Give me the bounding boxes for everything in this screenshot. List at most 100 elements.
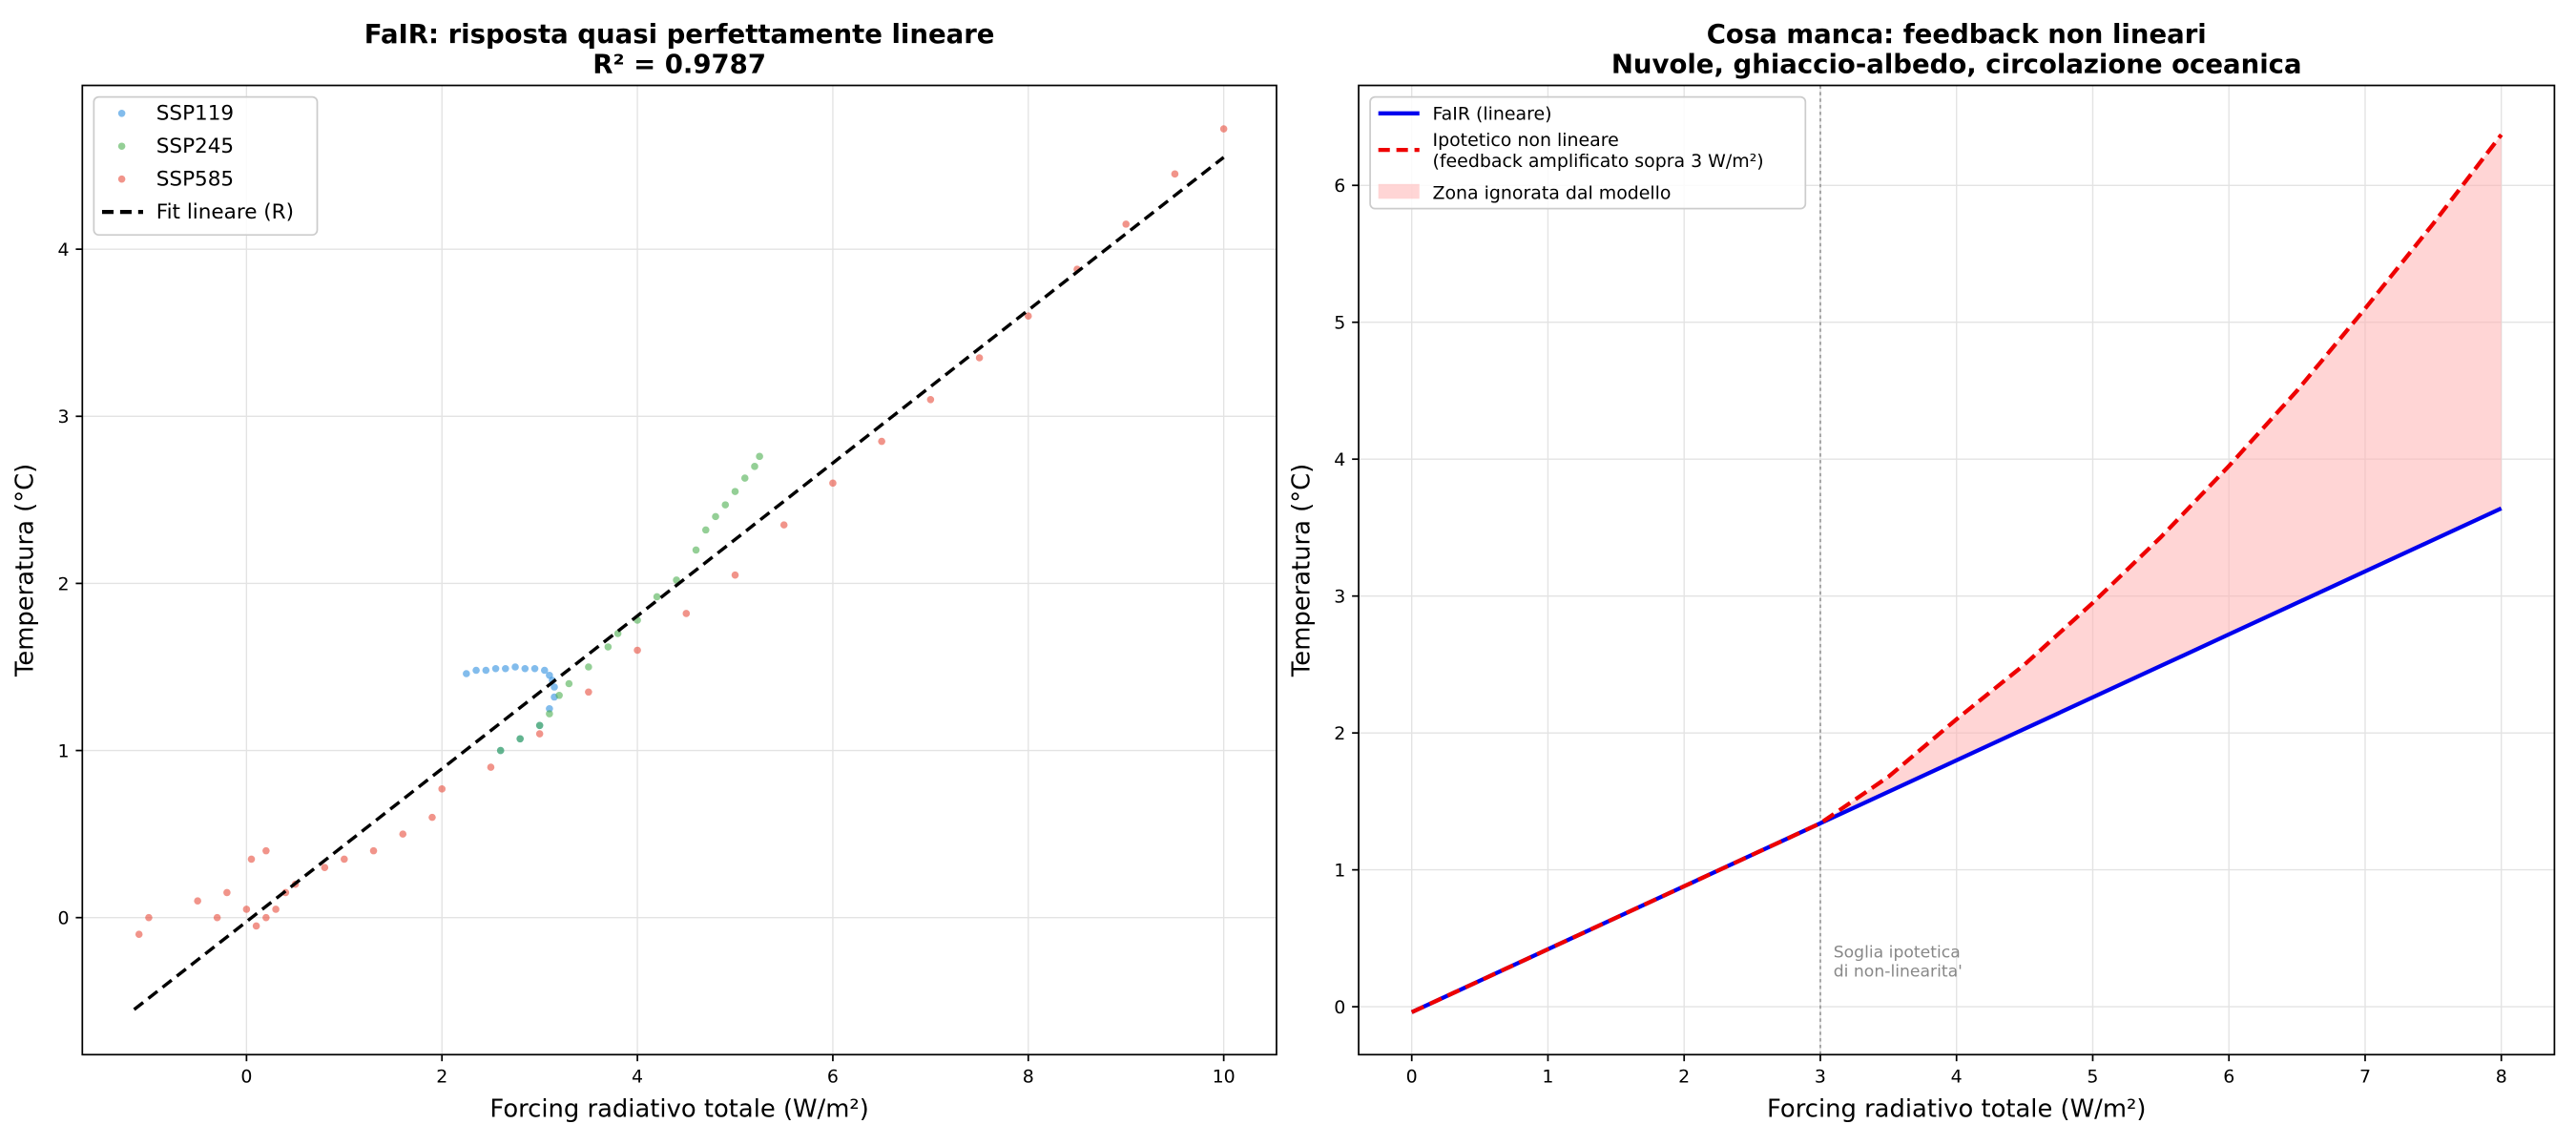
point [712, 512, 719, 521]
point [463, 670, 470, 677]
point [779, 521, 788, 529]
point [530, 664, 539, 673]
x-tick-label: 8 [2496, 1067, 2507, 1088]
point [321, 864, 329, 871]
line [1410, 133, 2503, 1014]
point [194, 897, 201, 905]
x-tick-label: 5 [2087, 1067, 2098, 1088]
point [878, 437, 885, 446]
chart-title: FaIR: risposta quasi perfettamente linea… [364, 19, 995, 80]
x-tick-label: 7 [2359, 1067, 2371, 1088]
y-tick-label: 3 [57, 406, 69, 427]
point [546, 710, 553, 718]
y-tick-label: 5 [1334, 313, 1345, 334]
x-tick-label: 0 [240, 1067, 252, 1088]
legend-marker [117, 175, 126, 183]
point [223, 888, 231, 897]
y-tick-label: 4 [57, 239, 69, 260]
y-tick-label: 0 [57, 908, 69, 929]
annotation: Soglia ipotetica di non-linearita' [1834, 944, 1963, 982]
point [546, 704, 553, 713]
point [731, 488, 739, 495]
point [213, 913, 221, 922]
legend-label: SSP585 [156, 168, 234, 192]
point [721, 501, 730, 509]
point [634, 646, 641, 655]
point [369, 846, 378, 855]
point [242, 906, 251, 913]
legend-marker [1378, 183, 1420, 199]
point [1219, 125, 1228, 133]
x-axis-label: Forcing radiativo totale (W/m²) [1767, 1095, 2146, 1124]
x-tick-label: 3 [1815, 1067, 1826, 1088]
point [535, 721, 544, 730]
legend-marker [117, 142, 126, 151]
legend-marker [117, 110, 126, 117]
x-tick-label: 4 [632, 1067, 643, 1088]
point [272, 906, 280, 913]
point [751, 463, 758, 470]
y-axis-label: Temperatura (°C) [1287, 464, 1316, 677]
point [975, 354, 984, 362]
legend-label: SSP119 [156, 102, 234, 126]
legend-box [1369, 95, 1807, 210]
point [701, 526, 710, 534]
point [555, 691, 563, 699]
y-tick-label: 0 [1334, 997, 1345, 1018]
gap-area [1411, 135, 2502, 1012]
point [692, 546, 700, 554]
point [926, 395, 935, 404]
legend: FaIR (lineare) Ipotetico non lineare (feed… [1369, 95, 1807, 210]
point [516, 735, 524, 743]
legend-label: Zona ignorata dal modello [1433, 182, 1672, 203]
x-tick-label: 4 [1951, 1067, 1963, 1088]
point [262, 846, 270, 855]
point [565, 679, 573, 688]
point [341, 855, 348, 864]
point [511, 663, 519, 671]
x-tick-label: 2 [1678, 1067, 1690, 1088]
point [472, 666, 480, 675]
legend-label: Fit lineare (R) [156, 200, 294, 224]
point [491, 664, 500, 673]
point [585, 663, 592, 671]
point [521, 664, 530, 673]
x-tick-label: 0 [1406, 1067, 1418, 1088]
point [482, 666, 490, 675]
legend-label: FaIR (lineare) [1433, 104, 1552, 125]
legend-label: Ipotetico non lineare (feedback amplifica… [1433, 130, 1764, 172]
point [1024, 312, 1032, 321]
point [731, 571, 739, 579]
y-tick-label: 2 [57, 573, 69, 594]
plot-frame [81, 84, 1278, 1056]
point [496, 746, 505, 755]
x-tick-label: 10 [1213, 1067, 1236, 1088]
x-tick-label: 8 [1023, 1067, 1034, 1088]
point [585, 688, 592, 697]
point [1171, 170, 1179, 178]
point [487, 763, 495, 771]
point [502, 664, 509, 673]
point [540, 666, 549, 675]
x-tick-label: 6 [2223, 1067, 2234, 1088]
y-tick-label: 1 [1334, 861, 1345, 882]
point [551, 683, 558, 691]
y-tick-label: 3 [1334, 587, 1345, 608]
point [740, 474, 749, 482]
point [135, 930, 143, 938]
point [1122, 220, 1130, 228]
point [438, 785, 447, 793]
point [247, 855, 256, 864]
point [262, 913, 270, 922]
fit-line [133, 156, 1225, 1011]
point [604, 643, 613, 651]
legend-box [93, 95, 319, 237]
point [428, 813, 436, 822]
x-tick-label: 6 [827, 1067, 839, 1088]
legend: SSP119 SSP245 SSP585 Fit lineare (R) [93, 95, 319, 237]
plot-frame [1358, 84, 2556, 1056]
point [756, 452, 763, 461]
legend-label: SSP245 [156, 135, 234, 158]
y-tick-label: 1 [57, 740, 69, 761]
y-tick-label: 4 [1334, 449, 1345, 470]
